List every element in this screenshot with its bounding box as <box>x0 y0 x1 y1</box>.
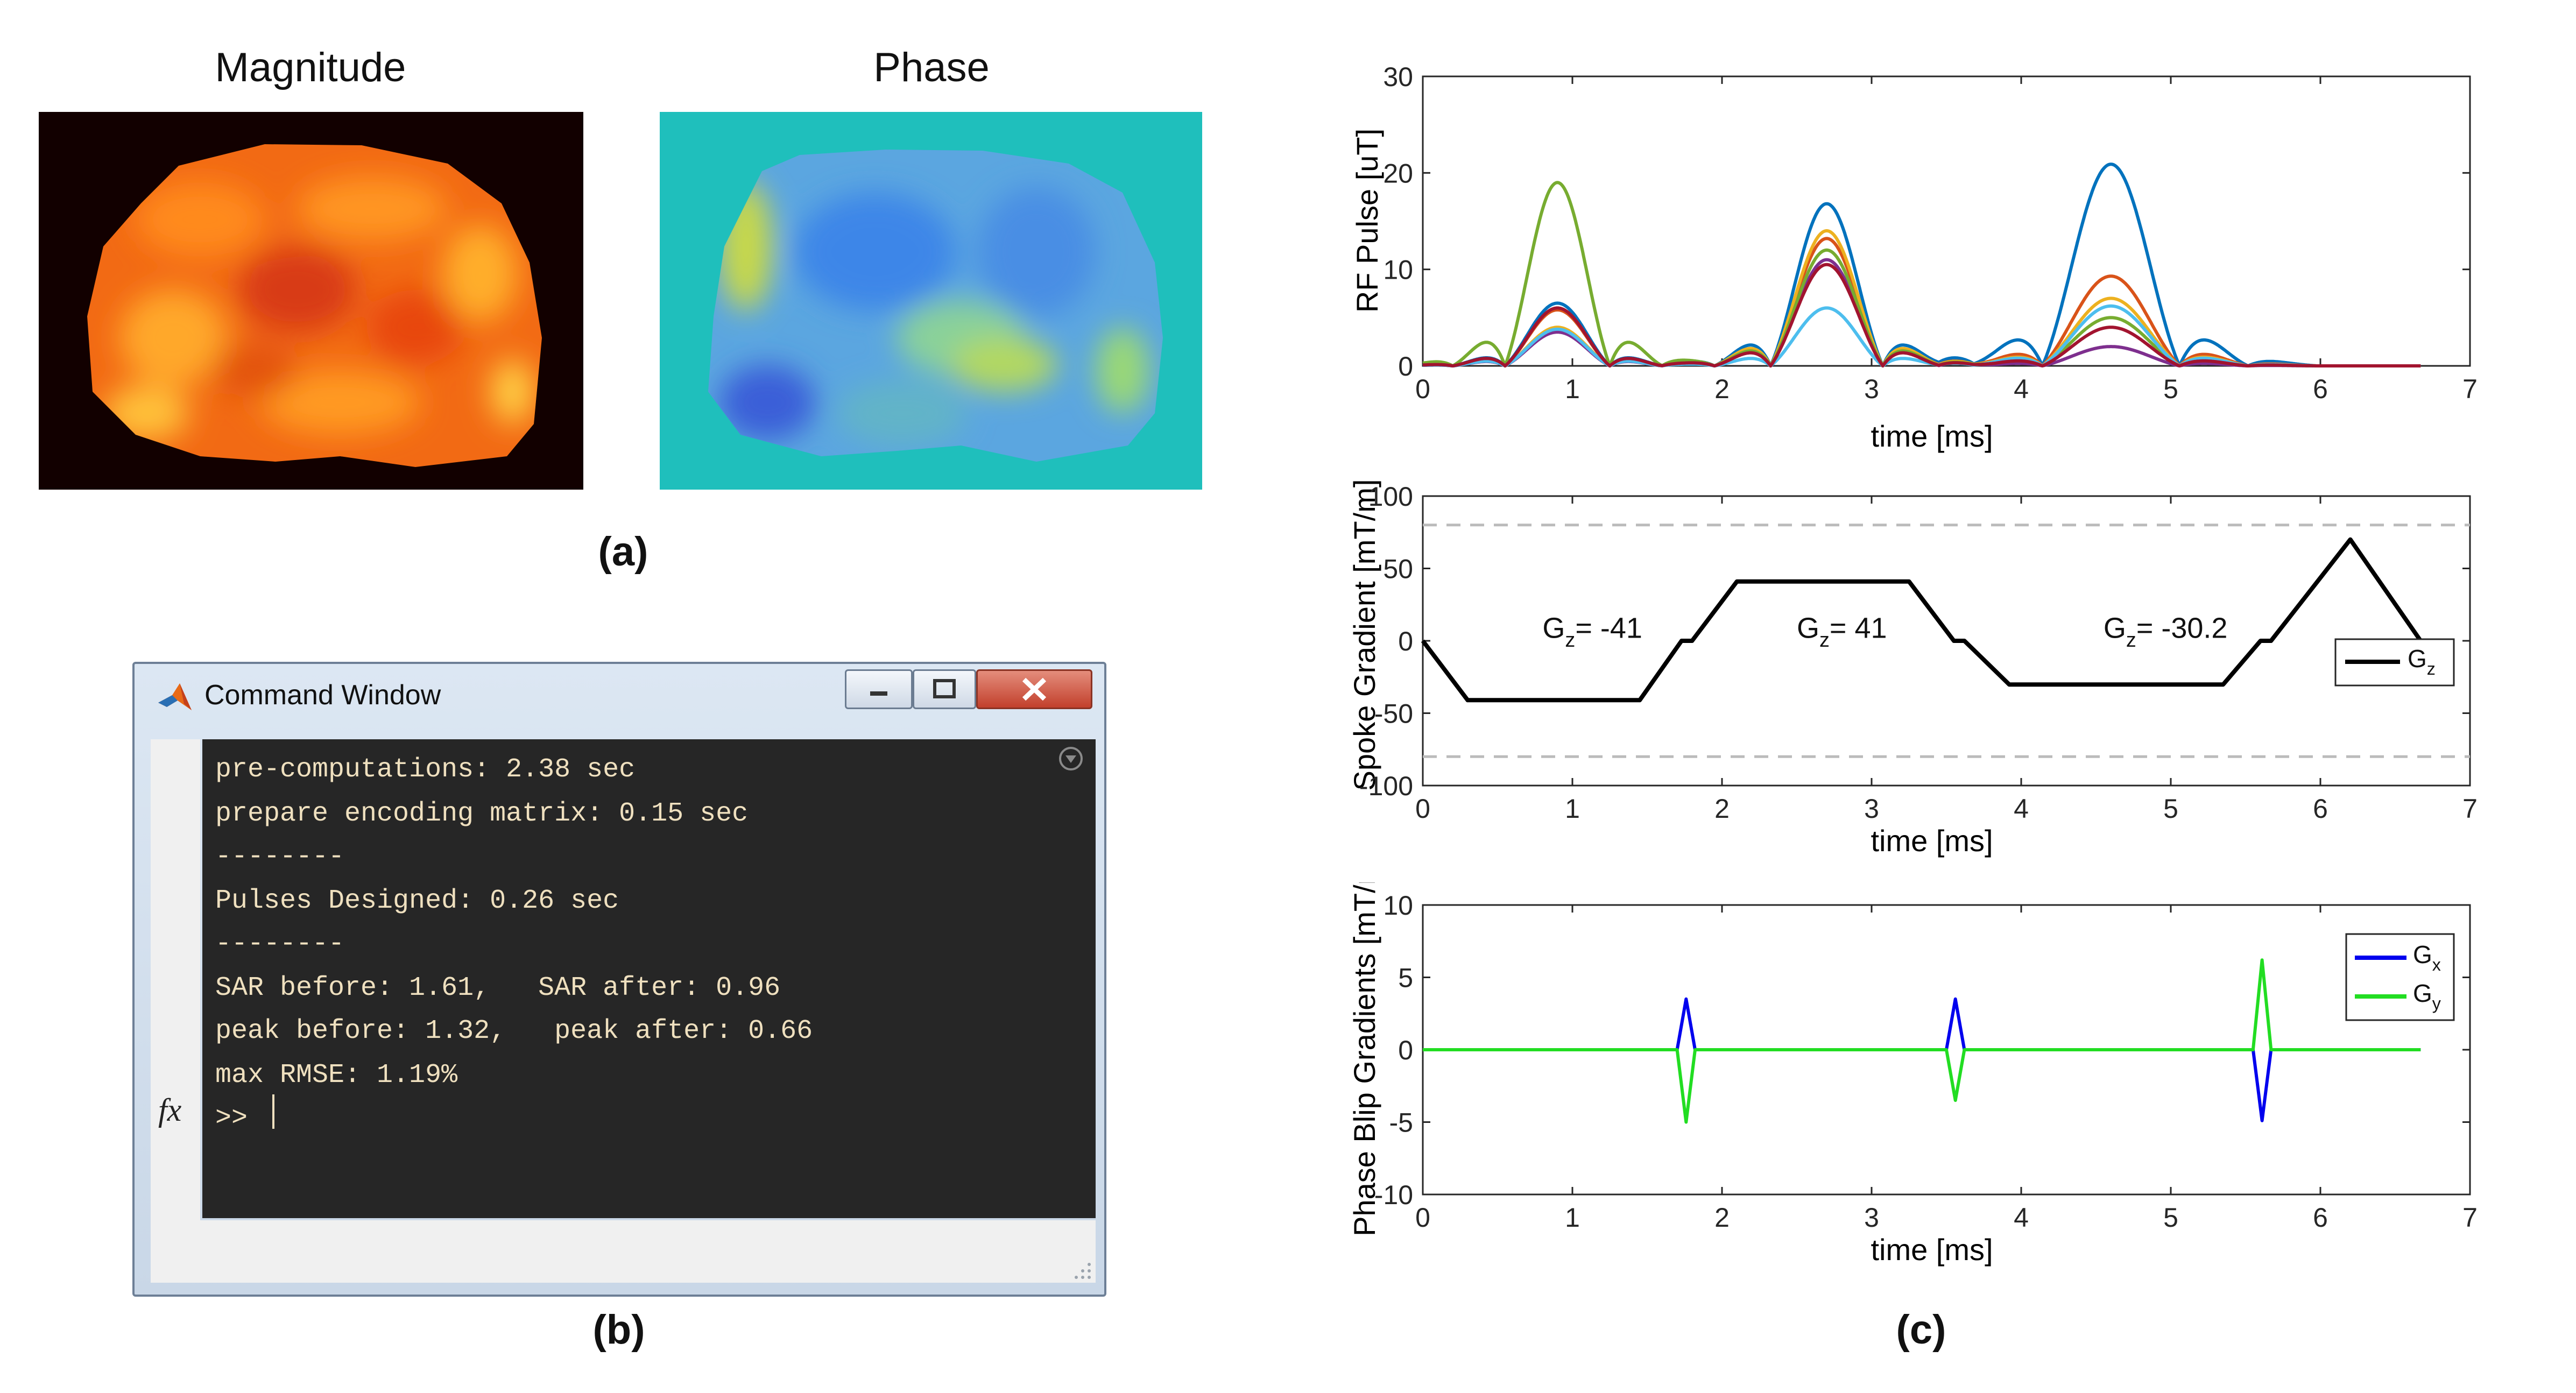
y-tick-label: 5 <box>1398 963 1413 993</box>
x-tick-label: 0 <box>1415 1203 1430 1233</box>
close-icon <box>1022 677 1047 701</box>
y-tick-label: 10 <box>1383 890 1413 921</box>
close-button[interactable] <box>976 669 1092 709</box>
legend-entry: Gx <box>2413 941 2441 974</box>
panel-b-label: (b) <box>592 1307 645 1353</box>
fx-icon[interactable]: fx <box>158 1092 182 1128</box>
x-tick-label: 7 <box>2462 1203 2478 1233</box>
rf-series-line <box>1422 263 2422 367</box>
command-status-bar <box>151 1220 1096 1283</box>
x-tick-label: 2 <box>1714 1203 1730 1233</box>
y-tick-label: -100 <box>1359 771 1413 801</box>
command-output-area[interactable] <box>202 739 1096 1218</box>
y-tick-label: 0 <box>1398 626 1413 656</box>
x-tick-label: 5 <box>2163 1203 2178 1233</box>
x-tick-label: 3 <box>1864 374 1879 404</box>
y-tick-label: 100 <box>1368 482 1413 512</box>
x-tick-label: 6 <box>2313 374 2328 404</box>
matlab-icon <box>158 683 192 710</box>
y-tick-label: 20 <box>1383 158 1413 188</box>
x-tick-label: 6 <box>2313 794 2328 824</box>
x-tick-label: 5 <box>2163 794 2178 824</box>
window-titlebar[interactable]: Command Window <box>135 664 1104 729</box>
output-line: prepare encoding matrix: 0.15 sec <box>215 798 749 829</box>
x-tick-label: 4 <box>2014 794 2029 824</box>
y-tick-label: 30 <box>1383 62 1413 92</box>
x-tick-label: 6 <box>2313 1203 2328 1233</box>
panel-a-label: (a) <box>598 529 648 575</box>
x-axis-label: time [ms] <box>1871 824 1993 858</box>
x-tick-label: 0 <box>1415 374 1430 404</box>
y-tick-label: 50 <box>1383 554 1413 584</box>
command-window: Command Window pre-computations: 2.38 se… <box>132 662 1106 1297</box>
x-tick-label: 1 <box>1565 1203 1580 1233</box>
x-tick-label: 0 <box>1415 794 1430 824</box>
output-line: peak before: 1.32, peak after: 0.66 <box>215 1016 813 1046</box>
collapse-icon[interactable] <box>1058 746 1084 772</box>
y-axis-label: RF Pulse [uT] <box>1350 129 1384 313</box>
x-tick-label: 1 <box>1565 374 1580 404</box>
y-axis-label: Spoke Gradient [mT/m] <box>1347 479 1381 791</box>
y-axis-label: Phase Blip Gradients [mT/m] <box>1347 882 1381 1236</box>
x-tick-label: 7 <box>2462 794 2478 824</box>
magnitude-title: Magnitude <box>215 45 406 90</box>
minimize-button[interactable] <box>845 669 913 709</box>
y-tick-label: 0 <box>1398 351 1413 381</box>
y-tick-label: 10 <box>1383 255 1413 285</box>
gz-annotation: Gz= -41 <box>1542 612 1642 652</box>
gz-annotation: Gz= -30.2 <box>2104 612 2228 652</box>
plot-area <box>1422 495 2471 787</box>
x-tick-label: 3 <box>1864 1203 1879 1233</box>
spoke-gradient-chart: Spoke Gradient [mT/m] time [ms] 0 1 2 3 4 5 6 7… <box>1347 479 2478 858</box>
output-line: -------- <box>215 929 345 959</box>
legend-box <box>2345 933 2455 1021</box>
command-prompt[interactable]: >> <box>215 1103 248 1134</box>
phase-map <box>660 112 1202 490</box>
output-line: -------- <box>215 842 345 872</box>
output-line: Pulses Designed: 0.26 sec <box>215 886 619 916</box>
x-tick-label: 7 <box>2462 374 2478 404</box>
y-tick-label: -5 <box>1389 1108 1413 1138</box>
maximize-icon <box>933 679 956 698</box>
x-tick-label: 2 <box>1714 794 1730 824</box>
y-tick-label: -10 <box>1374 1180 1413 1210</box>
rf-pulse-chart: RF Pulse [uT] time [ms] 0 1 2 3 4 5 6 7 0 10 20 30 <box>1350 62 2478 453</box>
legend-entry: Gz <box>2408 645 2436 678</box>
phase-title: Phase <box>873 45 990 90</box>
output-line: max RMSE: 1.19% <box>215 1060 458 1091</box>
blip-series-line <box>1423 958 2421 1124</box>
gz-annotation: Gz= 41 <box>1797 612 1887 652</box>
y-tick-label: -50 <box>1374 699 1413 729</box>
minimize-icon <box>870 691 887 696</box>
blip-series-line <box>1423 997 2421 1122</box>
gz-series-line <box>1421 537 2423 703</box>
legend-entry: Gy <box>2413 979 2441 1013</box>
y-tick-label: 0 <box>1398 1035 1413 1065</box>
output-line: pre-computations: 2.38 sec <box>215 754 636 785</box>
panel-c-label: (c) <box>1896 1307 1946 1353</box>
command-gutter <box>151 739 200 1283</box>
x-tick-label: 4 <box>2014 374 2029 404</box>
x-tick-label: 5 <box>2163 374 2178 404</box>
x-tick-label: 2 <box>1714 374 1730 404</box>
x-tick-label: 4 <box>2014 1203 2029 1233</box>
magnitude-map <box>39 112 583 490</box>
x-axis-label: time [ms] <box>1871 1233 1993 1267</box>
window-title: Command Window <box>204 680 441 711</box>
x-axis-label: time [ms] <box>1871 419 1993 453</box>
x-tick-label: 3 <box>1864 794 1879 824</box>
output-line: SAR before: 1.61, SAR after: 0.96 <box>215 973 781 1003</box>
phase-blip-chart: Phase Blip Gradients [mT/m] time [ms] 0 1… <box>1347 882 2478 1267</box>
x-tick-label: 1 <box>1565 794 1580 824</box>
maximize-button[interactable] <box>913 669 976 709</box>
resize-grip-icon[interactable] <box>1071 1259 1092 1281</box>
text-cursor <box>272 1094 274 1129</box>
